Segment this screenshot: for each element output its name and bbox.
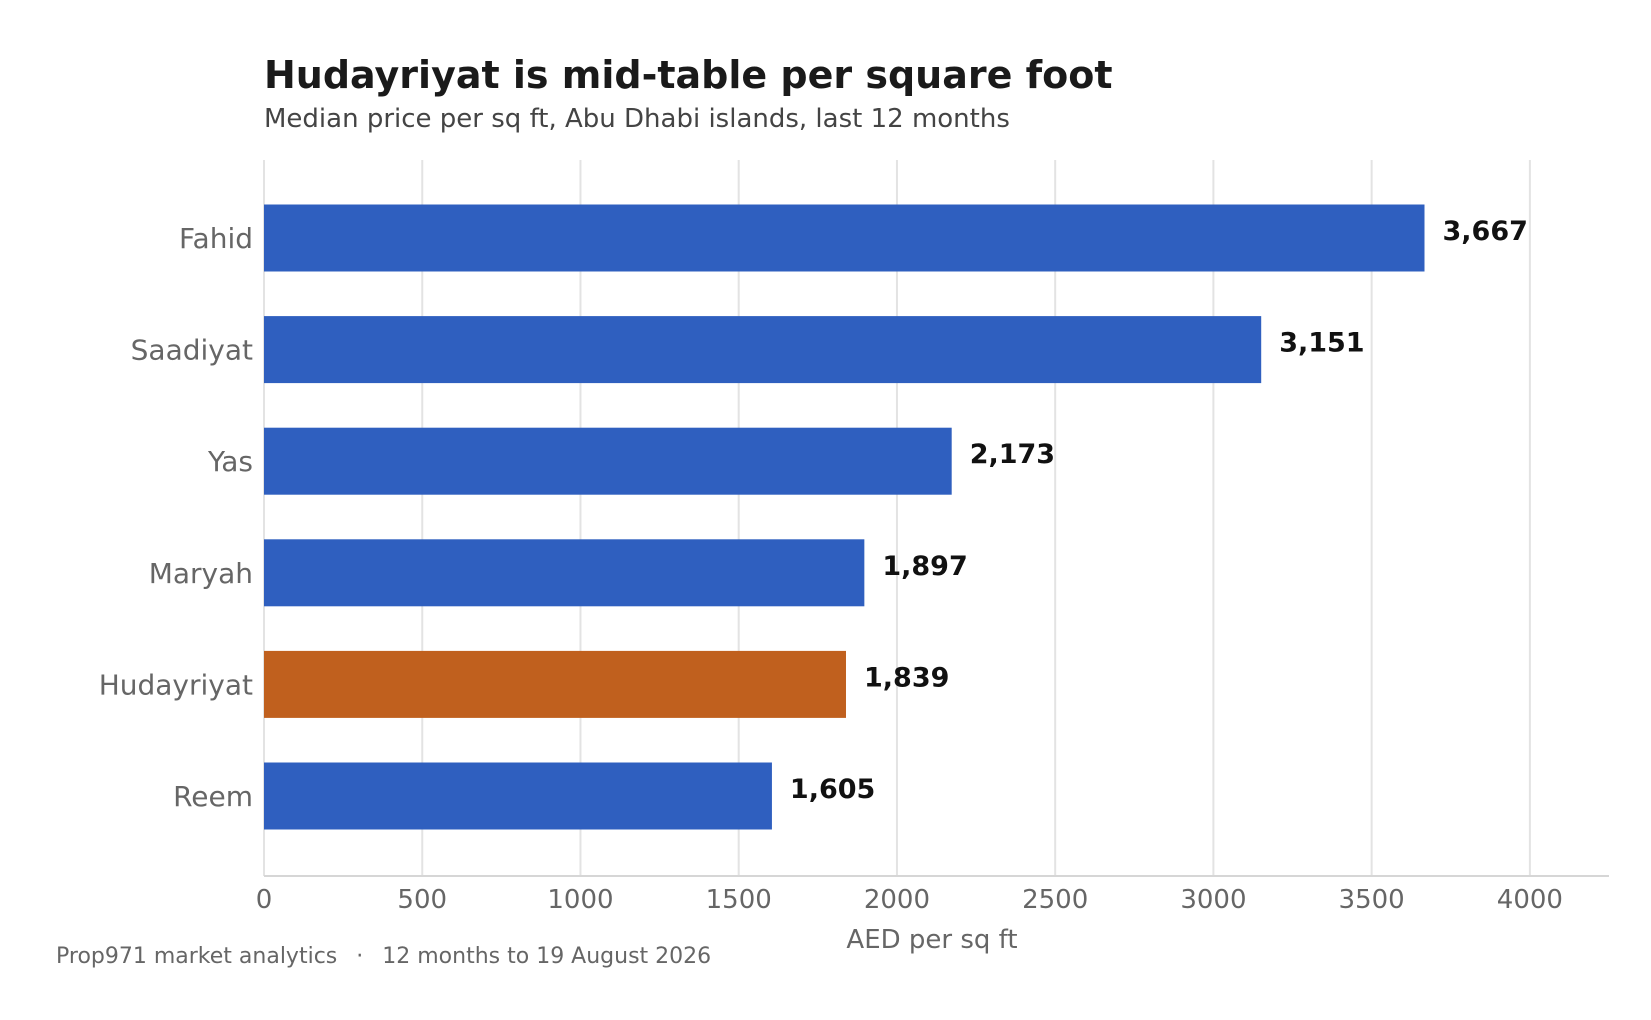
bar <box>264 762 772 830</box>
category-label: Hudayriyat <box>99 668 253 701</box>
chart-subtitle: Median price per sq ft, Abu Dhabi island… <box>264 104 1010 134</box>
footer-note: Prop971 market analytics · 12 months to … <box>56 944 711 969</box>
bar <box>264 204 1425 272</box>
bars <box>264 204 1425 830</box>
footer-period: 12 months to 19 August 2026 <box>382 944 711 969</box>
x-tick-label: 1500 <box>706 885 772 915</box>
x-tick-label: 2000 <box>864 885 930 915</box>
chart-title: Hudayriyat is mid-table per square foot <box>264 53 1113 97</box>
x-axis-title: AED per sq ft <box>846 925 1017 955</box>
bar <box>264 316 1262 384</box>
category-label: Maryah <box>149 557 253 590</box>
x-tick-label: 4000 <box>1497 885 1563 915</box>
category-label: Saadiyat <box>131 334 253 367</box>
footer-source: Prop971 market analytics <box>56 944 337 969</box>
x-tick-label: 1000 <box>547 885 613 915</box>
category-label: Fahid <box>179 222 253 255</box>
category-labels: Fahid Saadiyat Yas Maryah Hudayriyat Reem <box>99 222 253 813</box>
value-labels: 3,667 3,151 2,173 1,897 1,839 1,605 <box>790 216 1528 805</box>
value-label: 1,605 <box>790 774 875 805</box>
category-label: Reem <box>173 780 253 813</box>
x-tick-label: 3000 <box>1180 885 1246 915</box>
x-tick-label: 3500 <box>1339 885 1405 915</box>
bar <box>264 539 865 607</box>
bar <box>264 650 846 718</box>
value-label: 2,173 <box>970 439 1055 470</box>
value-label: 1,839 <box>864 662 949 693</box>
category-label: Yas <box>207 445 253 478</box>
x-tick-label: 500 <box>397 885 447 915</box>
value-label: 3,667 <box>1442 216 1527 247</box>
x-tick-label: 2500 <box>1022 885 1088 915</box>
bar <box>264 427 952 495</box>
x-tick-label: 0 <box>256 885 273 915</box>
footer-separator: · <box>356 944 363 969</box>
gridlines <box>263 160 1531 876</box>
x-tick-labels: 0 500 1000 1500 2000 2500 3000 3500 4000 <box>256 885 1563 915</box>
value-label: 3,151 <box>1279 328 1364 359</box>
value-label: 1,897 <box>882 551 967 582</box>
